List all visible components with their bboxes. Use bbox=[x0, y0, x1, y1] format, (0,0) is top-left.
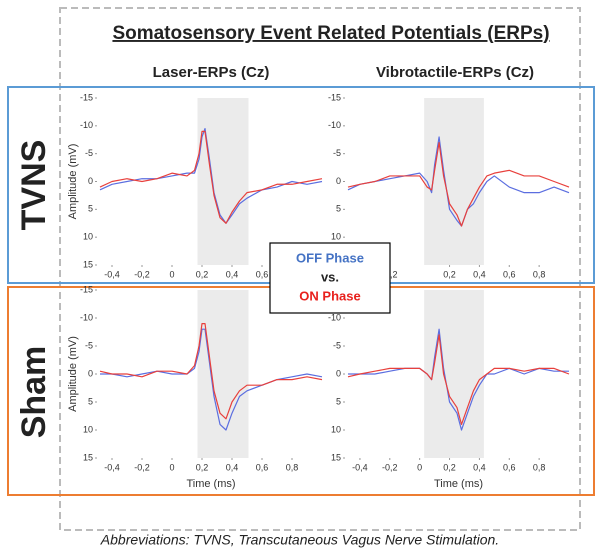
row-label: Sham bbox=[15, 346, 53, 439]
x-tick-label: -0,4 bbox=[352, 462, 368, 472]
erp-line bbox=[347, 334, 570, 425]
y-tick-label: -5 bbox=[85, 148, 93, 158]
legend-entry: OFF Phase bbox=[296, 250, 364, 265]
column-header: Vibrotactile-ERPs (Cz) bbox=[376, 64, 534, 81]
figure-title: Somatosensory Event Related Potentials (… bbox=[112, 23, 549, 44]
y-tick-label: 10 bbox=[331, 424, 341, 434]
x-tick-label: 0,6 bbox=[503, 269, 516, 279]
y-tick-label: 0 bbox=[88, 176, 93, 186]
x-tick-label: 0,4 bbox=[226, 269, 239, 279]
y-tick-label: 5 bbox=[88, 396, 93, 406]
x-tick-label: -0,2 bbox=[382, 462, 398, 472]
x-tick-label: -0,2 bbox=[134, 269, 150, 279]
x-tick-label: 0,6 bbox=[503, 462, 516, 472]
x-tick-label: 0,2 bbox=[443, 269, 456, 279]
x-axis-label: Time (ms) bbox=[186, 478, 235, 490]
y-tick-label: -15 bbox=[80, 92, 93, 102]
y-tick-label: 10 bbox=[331, 232, 341, 242]
x-tick-label: 0,2 bbox=[443, 462, 456, 472]
response-window bbox=[197, 290, 249, 458]
row-label: TVNS bbox=[15, 140, 53, 231]
caption: Abbreviations: TVNS, Transcutaneous Vagu… bbox=[100, 532, 499, 548]
x-axis-label: Time (ms) bbox=[434, 478, 483, 490]
response-window bbox=[197, 98, 249, 265]
x-tick-label: 0 bbox=[417, 462, 422, 472]
y-tick-label: 15 bbox=[331, 452, 341, 462]
y-tick-label: -15 bbox=[328, 92, 341, 102]
x-tick-label: 0,2 bbox=[196, 462, 209, 472]
y-tick-label: 15 bbox=[83, 259, 93, 269]
erp-line bbox=[99, 128, 323, 224]
y-tick-label: 5 bbox=[336, 204, 341, 214]
x-tick-label: 0,8 bbox=[286, 462, 299, 472]
legend-joiner: vs. bbox=[321, 269, 339, 284]
legend-entry: ON Phase bbox=[299, 288, 360, 303]
y-tick-label: -10 bbox=[328, 312, 341, 322]
x-tick-label: 0,2 bbox=[196, 269, 209, 279]
x-tick-label: 0,8 bbox=[533, 269, 546, 279]
x-tick-label: 0,4 bbox=[473, 269, 486, 279]
y-axis-label: Amplitude (mV) bbox=[67, 336, 79, 412]
x-tick-label: 0 bbox=[169, 462, 174, 472]
erp-line bbox=[347, 141, 570, 227]
legend-box bbox=[269, 242, 391, 314]
plots: -15 -10 -5 0 5 10 15 -0,4 -0,2 0 0,2 0,4 0,6 0,8 Ampli… bbox=[67, 92, 570, 490]
y-tick-label: 5 bbox=[88, 204, 93, 214]
x-tick-label: 0 bbox=[169, 269, 174, 279]
response-window bbox=[424, 290, 484, 458]
column-header: Laser-ERPs (Cz) bbox=[153, 64, 270, 81]
y-tick-label: -5 bbox=[333, 148, 341, 158]
erp-line bbox=[99, 130, 323, 224]
outer-frame bbox=[59, 7, 581, 531]
y-tick-label: 0 bbox=[336, 368, 341, 378]
y-tick-label: 0 bbox=[336, 176, 341, 186]
y-tick-label: 10 bbox=[83, 424, 93, 434]
erp-line bbox=[99, 323, 323, 420]
x-tick-label: 0,6 bbox=[256, 269, 269, 279]
x-tick-label: 0,6 bbox=[256, 462, 269, 472]
y-tick-label: 0 bbox=[88, 368, 93, 378]
x-tick-label: -0,2 bbox=[134, 462, 150, 472]
y-tick-label: 15 bbox=[83, 452, 93, 462]
y-tick-label: -5 bbox=[333, 340, 341, 350]
x-tick-label: 0,4 bbox=[473, 462, 486, 472]
y-tick-label: -15 bbox=[80, 284, 93, 294]
x-tick-label: 0,4 bbox=[226, 462, 239, 472]
y-tick-label: -10 bbox=[80, 120, 93, 130]
x-tick-label: 0,8 bbox=[533, 462, 546, 472]
x-tick-label: -0,4 bbox=[104, 269, 120, 279]
y-tick-label: -10 bbox=[328, 120, 341, 130]
x-tick-label: -0,4 bbox=[104, 462, 120, 472]
y-tick-label: -10 bbox=[80, 312, 93, 322]
y-tick-label: 10 bbox=[83, 232, 93, 242]
y-tick-label: 5 bbox=[336, 396, 341, 406]
y-axis-label: Amplitude (mV) bbox=[67, 144, 79, 220]
y-tick-label: -5 bbox=[85, 340, 93, 350]
response-window bbox=[424, 98, 484, 265]
